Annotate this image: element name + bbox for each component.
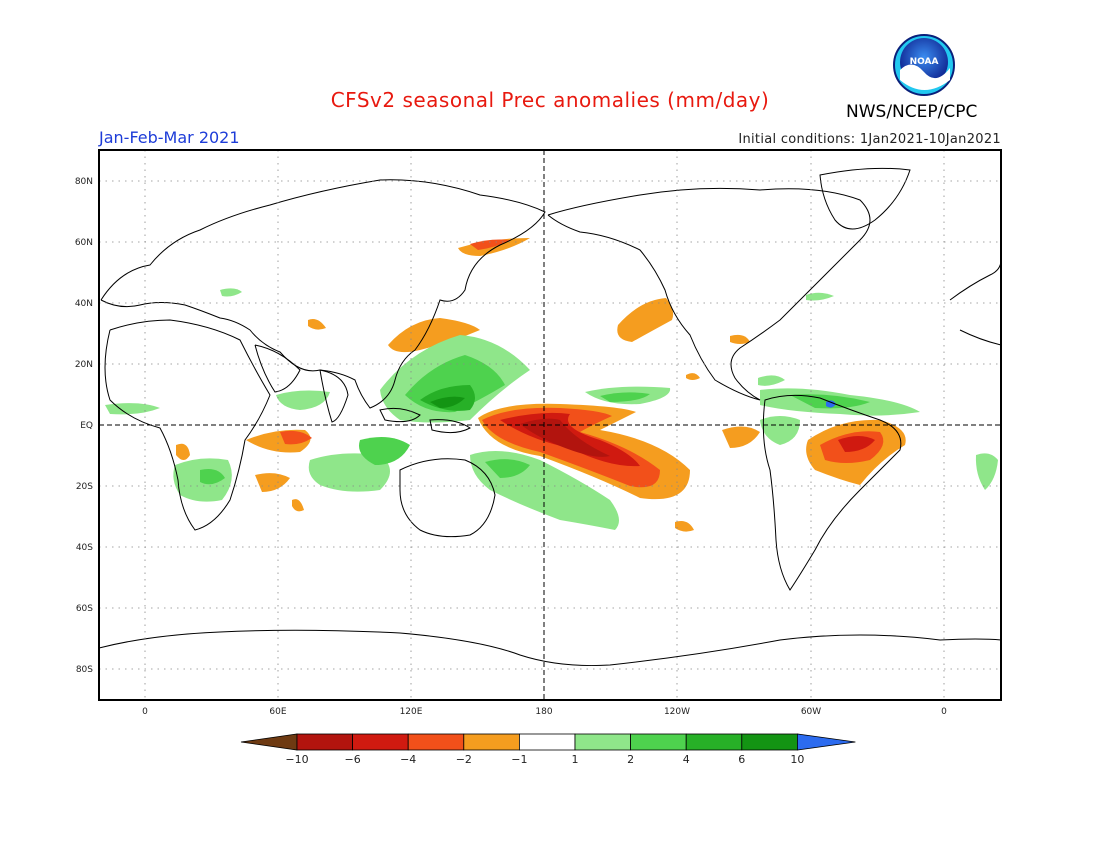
lon-label: 0 <box>142 707 148 717</box>
noaa-logo-text: NOAA <box>910 57 939 67</box>
coastline-eurasia <box>100 179 546 409</box>
lat-label: 40N <box>75 299 93 309</box>
colorbar-label: 2 <box>627 753 634 766</box>
lon-label: 60W <box>801 707 821 717</box>
lon-label: 60E <box>269 707 286 717</box>
colorbar-label: 6 <box>738 753 745 766</box>
colorbar-swatch <box>296 733 353 751</box>
lat-label: 80S <box>76 665 93 675</box>
coastlines <box>99 167 1001 667</box>
season-label: Jan-Feb-Mar 2021 <box>99 128 240 147</box>
colorbar-swatch <box>574 733 631 751</box>
lat-label: 20S <box>76 482 93 492</box>
colorbar-label: −1 <box>511 753 527 766</box>
initial-conditions-label: Initial conditions: 1Jan2021-10Jan2021 <box>738 132 1001 147</box>
wet-anomaly-indian-ocean <box>308 453 390 492</box>
coastline-greenland <box>819 167 911 230</box>
lat-label: 80N <box>75 177 93 187</box>
lat-label: 60N <box>75 238 93 248</box>
noaa-logo: NOAA <box>893 34 955 96</box>
lon-label: 120E <box>400 707 423 717</box>
chart-title: CFSv2 seasonal Prec anomalies (mm/day) <box>330 88 770 112</box>
colorbar-label: −6 <box>344 753 360 766</box>
lat-label: EQ <box>80 421 93 431</box>
colorbar-label: −10 <box>285 753 308 766</box>
colorbar: −10 −6 −4 −2 −1 1 2 4 6 10 <box>240 733 856 766</box>
colorbar-arrow-low <box>240 733 298 751</box>
colorbar-label: −2 <box>456 753 472 766</box>
lon-label: 180 <box>535 707 552 717</box>
lon-label: 120W <box>664 707 690 717</box>
lat-label: 60S <box>76 604 93 614</box>
latitude-labels: 80N 60N 40N 20N EQ 20S 40S 60S 80S <box>75 177 93 675</box>
coastline-africa <box>104 319 271 531</box>
colorbar-label: 4 <box>683 753 690 766</box>
colorbar-arrow-high <box>797 733 856 751</box>
coastline-south-america <box>762 394 902 591</box>
colorbar-label: −4 <box>400 753 416 766</box>
colorbar-swatch <box>519 733 576 751</box>
map-frame <box>98 149 1002 701</box>
colorbar-label: 1 <box>572 753 579 766</box>
colorbar-swatch <box>741 733 798 751</box>
colorbar-label: 10 <box>790 753 804 766</box>
coastline-australia <box>399 458 496 538</box>
colorbar-swatch <box>407 733 465 751</box>
coastline-antarctica <box>99 629 1001 667</box>
lat-label: 40S <box>76 543 93 553</box>
longitude-labels: 0 60E 120E 180 120W 60W 0 <box>142 707 947 717</box>
graticule <box>99 150 1001 700</box>
colorbar-swatch <box>352 733 409 751</box>
lon-label: 0 <box>941 707 947 717</box>
colorbar-swatch <box>685 733 743 751</box>
organization-label: NWS/NCEP/CPC <box>846 102 978 122</box>
lat-label: 20N <box>75 360 93 370</box>
dry-anomaly-northeast-pacific <box>617 298 674 342</box>
colorbar-swatch <box>463 733 520 751</box>
coastline-north-america <box>547 187 871 401</box>
anomaly-fields <box>105 238 998 532</box>
colorbar-swatch <box>630 733 687 751</box>
